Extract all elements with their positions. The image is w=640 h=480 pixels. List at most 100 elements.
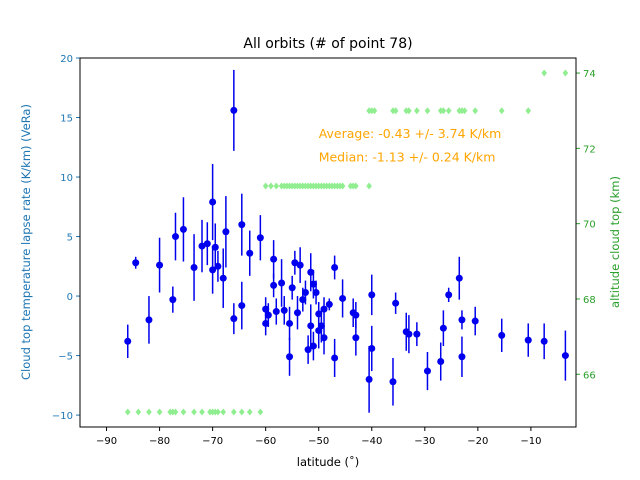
- lapse-rate-point: [437, 358, 445, 366]
- y-right-tick-label: 68: [583, 295, 596, 306]
- altitude-point: [220, 408, 227, 416]
- lapse-rate-point: [458, 353, 466, 361]
- lapse-rate-point: [286, 353, 294, 361]
- y-axis-left: −10 −5 0 5 10 15 20: [52, 54, 80, 422]
- lapse-rate-point: [325, 300, 333, 308]
- altitude-point: [124, 408, 131, 416]
- altitude-point: [146, 408, 152, 416]
- lapse-rate-point: [219, 274, 227, 282]
- lapse-rate-point: [352, 334, 360, 342]
- lapse-rate-point: [280, 306, 288, 314]
- altitude-point: [525, 107, 532, 115]
- altitude-point: [440, 107, 447, 115]
- altitude-point: [199, 408, 205, 416]
- lapse-rate-point: [209, 266, 217, 274]
- altitude-point: [541, 69, 547, 77]
- altitude-point: [414, 107, 420, 115]
- altitude-point: [172, 408, 179, 416]
- lapse-rate-point: [301, 288, 309, 296]
- altitude-point: [366, 182, 372, 190]
- y-right-tick-label: 70: [583, 220, 596, 231]
- altitude-point: [215, 408, 221, 416]
- lapse-rate-point: [423, 367, 431, 375]
- lapse-rate-point: [124, 337, 132, 345]
- lapse-rate-point: [264, 311, 272, 319]
- lapse-rate-point: [278, 279, 286, 287]
- y-left-tick-label: 10: [60, 173, 73, 184]
- lapse-rate-point: [209, 198, 217, 206]
- lapse-rate-point: [270, 281, 278, 289]
- x-tick-label: −90: [96, 436, 117, 447]
- lapse-rate-point: [262, 305, 270, 313]
- lapse-rate-point: [156, 261, 164, 269]
- altitude-point: [180, 408, 187, 416]
- y-left-tick-label: 5: [67, 233, 73, 244]
- lapse-rate-point: [317, 322, 325, 330]
- y-right-tick-label: 72: [583, 144, 596, 155]
- lapse-rate-point: [331, 354, 339, 362]
- lapse-rate-point: [309, 342, 317, 350]
- lapse-rate-point: [230, 315, 238, 323]
- x-tick-label: −80: [149, 436, 170, 447]
- y-left-tick-label: 15: [60, 114, 73, 125]
- y-axis-right: 66 68 70 72 74: [576, 69, 596, 381]
- altitude-point: [371, 107, 378, 115]
- altitude-point: [257, 408, 264, 416]
- lapse-rate-point: [214, 262, 222, 270]
- x-tick-label: −70: [202, 436, 223, 447]
- lapse-rate-point: [392, 299, 400, 307]
- lapse-rate-point: [365, 375, 373, 383]
- altitude-point: [262, 182, 269, 190]
- altitude-point: [445, 107, 452, 115]
- x-tick-label: −30: [414, 436, 435, 447]
- lapse-rate-point: [368, 291, 376, 299]
- lapse-rate-point: [540, 337, 548, 345]
- x-axis: −90 −80 −70 −60 −50 −40 −30 −20 −10: [96, 427, 541, 447]
- lapse-rate-point: [272, 308, 280, 316]
- altitude-point: [392, 107, 399, 115]
- lapse-rate-point: [222, 228, 230, 236]
- y-right-tick-label: 66: [583, 370, 596, 381]
- y-left-tick-label: 0: [67, 292, 73, 303]
- lapse-rate-point: [315, 310, 323, 318]
- altitude-point: [353, 182, 359, 190]
- lapse-rate-point: [524, 336, 532, 344]
- lapse-rate-point: [368, 344, 376, 352]
- altitude-point: [135, 408, 142, 416]
- lapse-rate-point: [296, 261, 304, 269]
- y-axis-left-title: Cloud top temperature lapse rate (K/km) …: [19, 104, 33, 380]
- y-axis-right-title: altitude cloud top (km): [608, 176, 622, 308]
- lapse-rate-point: [309, 280, 317, 288]
- lapse-rate-point: [198, 242, 206, 250]
- y-left-tick-label: −5: [58, 352, 73, 363]
- lapse-rate-point: [389, 378, 397, 386]
- lapse-rate-point: [331, 263, 339, 271]
- lapse-rate-point: [299, 296, 307, 304]
- lapse-rate-point: [455, 274, 463, 282]
- lapse-rate-point: [145, 316, 153, 324]
- lapse-rate-point: [561, 352, 569, 360]
- lapse-rate-point: [307, 322, 315, 330]
- altitude-point: [231, 408, 237, 416]
- x-tick-label: −10: [520, 436, 541, 447]
- x-tick-label: −40: [361, 436, 382, 447]
- x-tick-label: −60: [255, 436, 276, 447]
- chart-title: All orbits (# of point 78): [243, 36, 412, 52]
- lapse-rate-point: [471, 317, 479, 325]
- x-axis-title: latitude (˚): [297, 454, 360, 469]
- lapse-rate-point: [458, 316, 466, 324]
- lapse-rate-point: [132, 259, 140, 267]
- altitude-point: [424, 107, 431, 115]
- lapse-rate-point: [498, 331, 506, 339]
- altitude-point: [268, 182, 274, 190]
- plot-frame: [79, 57, 577, 428]
- annotation-median: Median: -1.13 +/- 0.24 K/km: [319, 150, 496, 165]
- lapse-rate-point: [339, 294, 347, 302]
- lapse-rate-point: [293, 309, 301, 317]
- lapse-rate-point: [256, 234, 264, 242]
- lapse-rate-point: [352, 311, 360, 319]
- lapse-rate-point: [190, 263, 198, 271]
- annotation-average: Average: -0.43 +/- 3.74 K/km: [319, 126, 502, 141]
- plot-area: [124, 69, 569, 416]
